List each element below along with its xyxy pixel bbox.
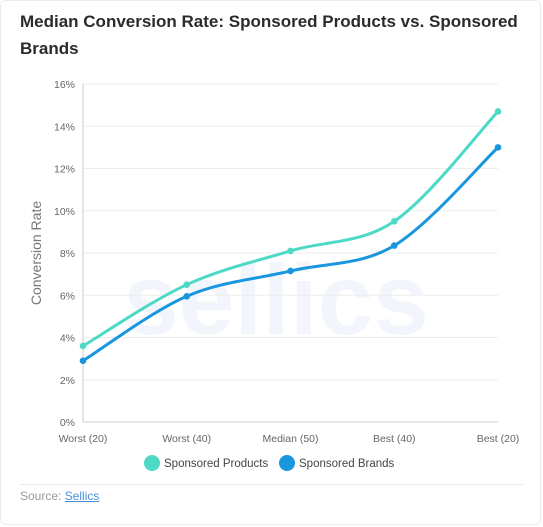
data-point-sponsored-products[interactable] <box>287 247 294 255</box>
legend-marker[interactable] <box>279 455 295 471</box>
data-point-sponsored-products[interactable] <box>183 281 191 288</box>
y-tick-label: 16% <box>54 79 75 91</box>
y-tick-label: 12% <box>54 164 75 176</box>
legend: Sponsored Products Sponsored Brands <box>144 455 395 471</box>
data-point-sponsored-products[interactable] <box>494 108 502 115</box>
data-point-sponsored-brands[interactable] <box>390 242 398 249</box>
y-tick-label: 6% <box>60 290 75 302</box>
x-tick-label: Median (50) <box>262 433 318 445</box>
data-point-sponsored-brands[interactable] <box>287 267 294 275</box>
legend-marker[interactable] <box>144 455 160 471</box>
source-line: Source: Sellics <box>20 489 99 503</box>
data-point-sponsored-brands[interactable] <box>79 357 87 365</box>
chart-title: Median Conversion Rate: Sponsored Produc… <box>20 12 518 58</box>
y-tick-label: 8% <box>60 248 75 260</box>
data-point-sponsored-brands[interactable] <box>183 293 191 300</box>
legend-label[interactable]: Sponsored Products <box>164 458 268 470</box>
footer-divider <box>20 484 523 485</box>
y-tick-label: 2% <box>60 375 75 387</box>
y-tick-label: 14% <box>54 121 75 133</box>
data-point-sponsored-products[interactable] <box>79 342 87 350</box>
x-tick-label: Best (40) <box>373 433 416 445</box>
x-tick-label: Best (20) <box>477 433 520 445</box>
x-tick-label: Worst (40) <box>162 433 211 445</box>
x-tick-label: Worst (20) <box>59 433 108 445</box>
y-tick-label: 4% <box>60 333 75 345</box>
y-tick-label: 10% <box>54 206 75 218</box>
data-point-sponsored-brands[interactable] <box>494 144 502 151</box>
data-point-sponsored-products[interactable] <box>390 218 398 225</box>
y-axis-ticks: 0% 2% 4% 6% 8% 10% 12% 14% 16% <box>54 79 75 429</box>
source-label: Source: <box>20 489 62 503</box>
legend-label[interactable]: Sponsored Brands <box>299 458 395 470</box>
y-tick-label: 0% <box>60 417 75 429</box>
source-link[interactable]: Sellics <box>64 489 100 503</box>
watermark-text: sellics <box>123 244 429 356</box>
series-group <box>79 108 502 365</box>
x-axis-ticks: Worst (20) Worst (40) Median (50) Best (40)… <box>59 433 520 445</box>
grid-lines <box>82 83 498 423</box>
y-axis-label: Conversion Rate <box>28 201 44 305</box>
